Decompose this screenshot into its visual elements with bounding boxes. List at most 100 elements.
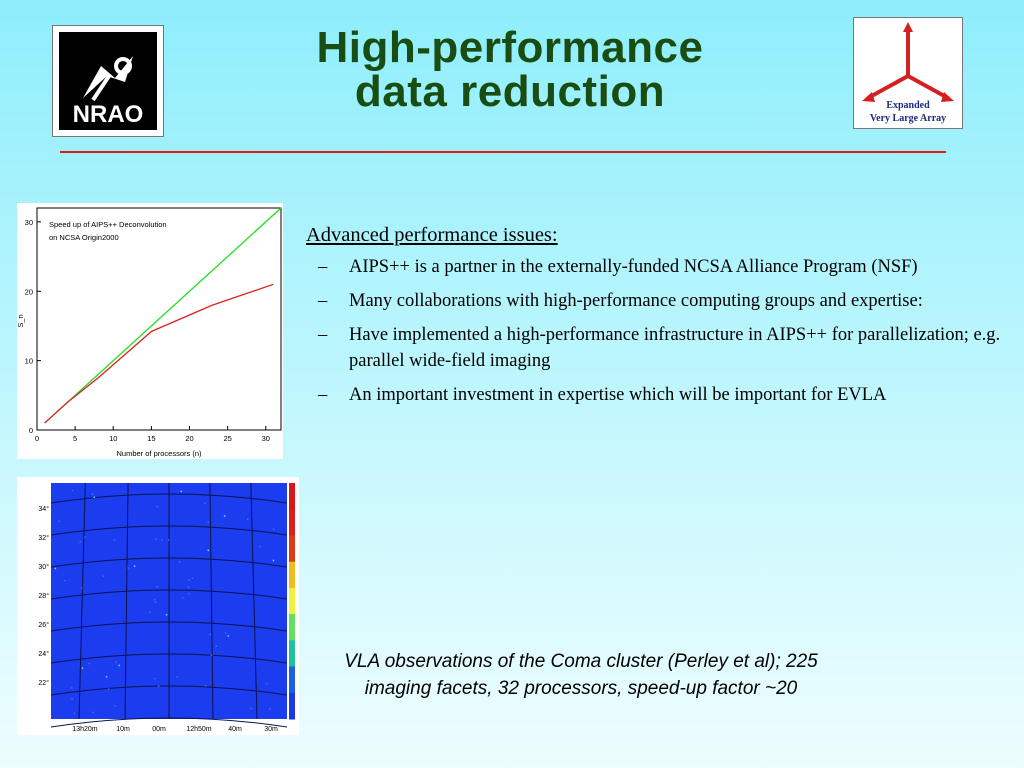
color-bar-segment xyxy=(289,640,295,668)
y-tick-label: 30 xyxy=(25,218,33,227)
color-bar-segment xyxy=(289,587,295,615)
source-speck xyxy=(204,685,207,687)
source-speck xyxy=(156,505,159,508)
source-speck xyxy=(250,707,252,710)
source-speck xyxy=(71,687,73,689)
source-speck xyxy=(191,577,194,579)
speedup-chart: Speed up of AIPS++ Deconvolution on NCSA… xyxy=(16,203,283,459)
source-speck xyxy=(210,654,213,657)
measured-speedup-line xyxy=(44,283,274,424)
source-speck xyxy=(207,549,210,552)
source-speck xyxy=(223,515,226,517)
source-speck xyxy=(92,711,94,714)
source-speck xyxy=(176,676,179,678)
source-speck xyxy=(127,567,129,569)
source-speck xyxy=(149,611,151,614)
chart-y-label: S_n xyxy=(17,314,25,327)
bullet-item: – Have implemented a high-performance inf… xyxy=(318,325,1001,371)
speedup-chart-svg: Speed up of AIPS++ Deconvolution on NCSA… xyxy=(16,207,282,458)
dec-label: 28° xyxy=(38,592,49,600)
dec-label: 24° xyxy=(38,650,49,658)
title-line-1: High-performance xyxy=(316,23,704,72)
ra-label: 40m xyxy=(228,726,242,733)
source-speck xyxy=(266,682,268,685)
x-tick-label: 5 xyxy=(73,434,77,443)
source-speck xyxy=(107,688,110,690)
color-bar-segment xyxy=(289,535,295,563)
source-speck xyxy=(154,601,157,603)
dec-label: 26° xyxy=(38,621,49,629)
sky-map-svg: 34° 32° 30° 28° 26° 24° 22° 13h20m 10m 00m 12h50m 4… xyxy=(38,482,295,733)
coordinate-grid xyxy=(50,482,288,728)
x-tick-label: 15 xyxy=(147,434,155,443)
page-title: High-performance data reduction xyxy=(200,26,820,114)
title-underline xyxy=(60,151,946,153)
source-speck xyxy=(133,565,136,568)
nrao-logo: NRAO xyxy=(52,25,164,137)
chart-title: Speed up of AIPS++ Deconvolution xyxy=(49,220,167,229)
x-tick-label: 25 xyxy=(223,434,231,443)
source-speck xyxy=(272,528,275,531)
source-speck xyxy=(54,567,57,570)
source-speck xyxy=(71,489,74,492)
source-speck xyxy=(84,536,86,538)
coma-cluster-image: 34° 32° 30° 28° 26° 24° 22° 13h20m 10m 00m 12h50m 4… xyxy=(17,477,299,735)
dec-label: 22° xyxy=(38,679,49,687)
source-speck xyxy=(204,502,206,505)
radio-sources xyxy=(54,489,275,715)
source-speck xyxy=(114,704,116,707)
bullet-item: – An important investment in expertise wh… xyxy=(318,385,887,405)
ra-label: 10m xyxy=(116,726,130,733)
y-tick-label: 10 xyxy=(25,357,33,366)
source-speck xyxy=(153,599,156,601)
color-bar-segment xyxy=(289,509,295,536)
ra-label: 30m xyxy=(264,726,278,733)
bullet-section: Advanced performance issues: – AIPS++ is … xyxy=(306,222,1018,416)
dec-label: 34° xyxy=(38,505,49,513)
source-speck xyxy=(188,592,190,595)
source-speck xyxy=(63,579,66,582)
source-speck xyxy=(156,586,159,588)
source-speck xyxy=(155,538,158,540)
color-bar-segment xyxy=(289,614,295,641)
ra-label: 00m xyxy=(152,726,166,733)
source-speck xyxy=(188,579,191,581)
chart-frame xyxy=(36,207,282,431)
source-speck xyxy=(113,539,116,541)
chart-x-label: Number of processors (n) xyxy=(116,449,202,458)
x-tick-label: 0 xyxy=(35,434,39,443)
ra-grid-line xyxy=(209,482,214,720)
color-bar-segment xyxy=(289,666,295,694)
source-speck xyxy=(161,539,163,541)
x-tick-label: 20 xyxy=(185,434,193,443)
nrao-logo-text: NRAO xyxy=(73,101,144,128)
chart-subtitle: on NCSA Origin2000 xyxy=(49,233,119,242)
image-caption: VLA observations of the Coma cluster (Pe… xyxy=(344,651,818,699)
y-tick-label: 0 xyxy=(29,426,33,435)
dec-label: 30° xyxy=(38,563,49,571)
color-bar-segment xyxy=(289,692,295,720)
source-speck xyxy=(153,677,156,680)
evla-logo: Expanded Very Large Array xyxy=(853,17,963,129)
x-tick-label: 30 xyxy=(262,434,270,443)
source-speck xyxy=(246,518,249,520)
source-speck xyxy=(102,575,104,578)
bullet-item: – AIPS++ is a partner in the externally-f… xyxy=(318,257,918,277)
color-scale-bar xyxy=(289,483,295,720)
evla-line-1: Expanded xyxy=(886,100,930,111)
y-tick-label: 20 xyxy=(25,287,33,296)
source-speck xyxy=(272,559,275,562)
source-speck xyxy=(259,545,261,548)
bullet-heading: Advanced performance issues: xyxy=(306,224,558,246)
source-speck xyxy=(165,613,168,616)
source-speck xyxy=(58,520,61,523)
source-speck xyxy=(181,597,184,599)
source-speck xyxy=(157,685,160,688)
color-bar-segment xyxy=(289,561,295,589)
source-speck xyxy=(268,708,271,710)
evla-line-2: Very Large Array xyxy=(870,113,946,124)
source-speck xyxy=(115,661,117,663)
x-tick-label: 10 xyxy=(109,434,117,443)
source-speck xyxy=(207,521,210,523)
dec-label: 32° xyxy=(38,534,49,542)
